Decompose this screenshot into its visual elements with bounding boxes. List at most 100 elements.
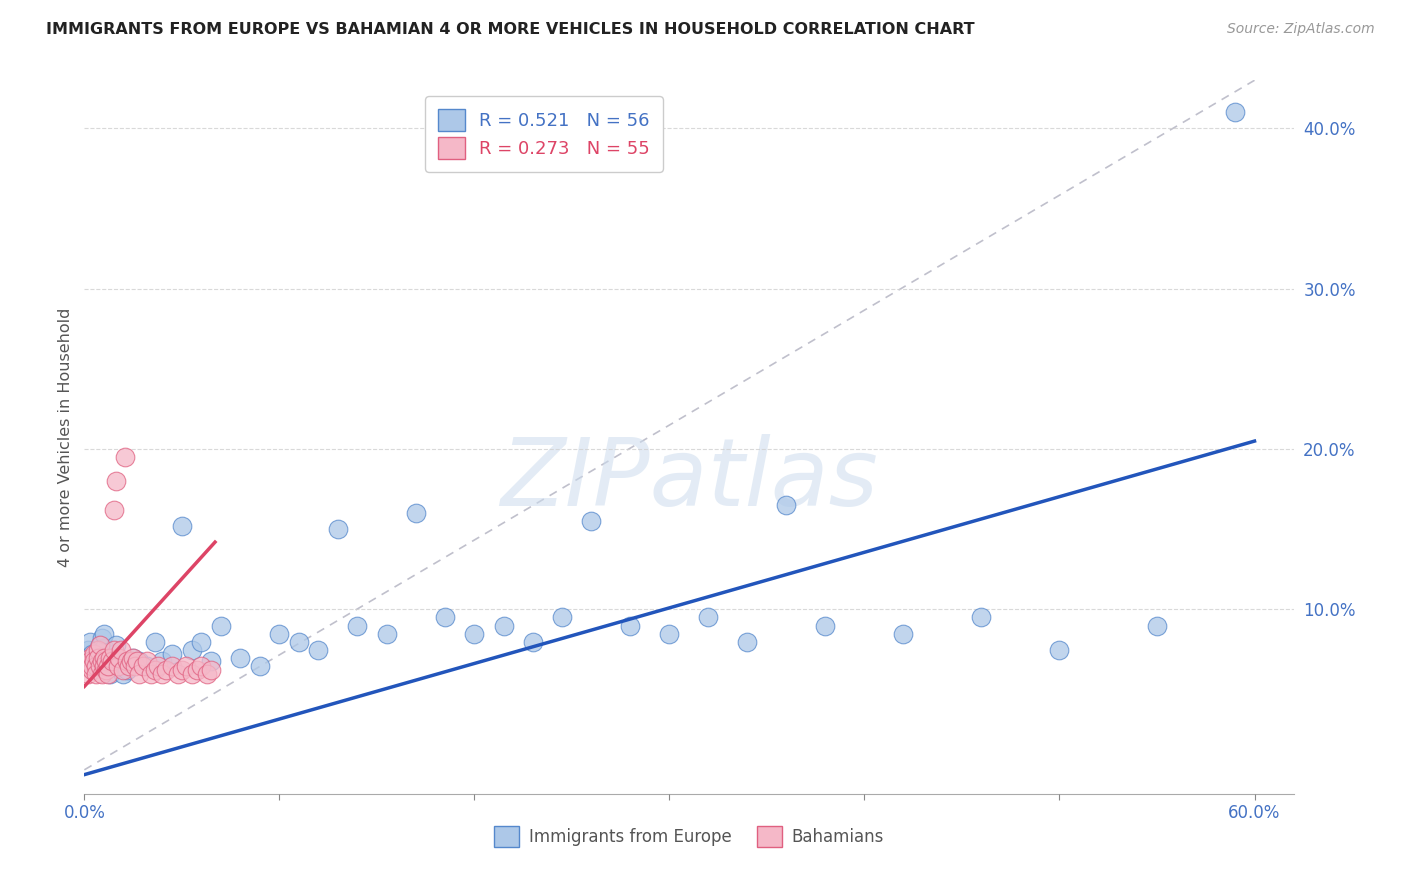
Point (93, 640, 115, 655)
Point (98, 650, 121, 665)
Point (89, 638, 111, 652)
Point (89, 658, 111, 673)
Point (90, 666, 112, 681)
Point (122, 650, 145, 665)
Point (120, 654, 142, 668)
Point (112, 666, 135, 681)
Point (98, 666, 121, 681)
Point (619, 618, 641, 632)
Point (658, 626, 681, 640)
Text: Source: ZipAtlas.com: Source: ZipAtlas.com (1227, 22, 1375, 37)
Point (697, 610, 720, 624)
Point (135, 658, 157, 673)
Point (117, 664, 139, 678)
Point (190, 658, 212, 673)
Point (83, 648, 105, 662)
Point (103, 503, 125, 517)
Point (775, 498, 797, 512)
Legend: Immigrants from Europe, Bahamians: Immigrants from Europe, Bahamians (488, 820, 890, 854)
Point (108, 658, 131, 673)
Point (117, 654, 139, 668)
Text: ZIPatlas: ZIPatlas (501, 434, 877, 525)
Point (84, 658, 107, 673)
Point (110, 642, 132, 657)
Point (1049, 642, 1071, 657)
Point (94, 664, 117, 678)
Point (143, 664, 166, 678)
Point (155, 664, 177, 678)
Point (97, 666, 120, 681)
Point (229, 650, 252, 665)
Point (124, 658, 146, 673)
Point (87, 642, 110, 657)
Point (180, 666, 202, 681)
Point (79, 634, 101, 648)
Point (180, 642, 202, 657)
Point (87, 650, 110, 665)
Point (128, 654, 150, 668)
Point (112, 664, 135, 678)
Point (103, 648, 125, 662)
Point (148, 658, 170, 673)
Point (160, 648, 183, 662)
Point (190, 634, 212, 648)
Point (200, 664, 222, 678)
Point (269, 626, 291, 640)
Point (150, 666, 173, 681)
Point (82, 658, 104, 673)
Point (83, 654, 105, 668)
Text: IMMIGRANTS FROM EUROPE VS BAHAMIAN 4 OR MORE VEHICLES IN HOUSEHOLD CORRELATION C: IMMIGRANTS FROM EUROPE VS BAHAMIAN 4 OR … (46, 22, 974, 37)
Point (79, 654, 101, 668)
Point (97, 658, 120, 673)
Point (79, 650, 101, 665)
Point (737, 634, 759, 648)
Point (375, 626, 398, 640)
Point (174, 658, 197, 673)
Point (103, 642, 125, 657)
Point (814, 618, 837, 632)
Point (326, 522, 349, 536)
Point (94, 654, 117, 668)
Point (82, 664, 104, 678)
Y-axis label: 4 or more Vehicles in Household: 4 or more Vehicles in Household (58, 308, 73, 566)
Point (100, 654, 122, 668)
Point (82, 648, 104, 662)
Point (551, 610, 574, 624)
Point (249, 658, 271, 673)
Point (492, 618, 515, 632)
Point (94, 650, 117, 665)
Point (463, 626, 485, 640)
Point (97, 658, 120, 673)
Point (307, 642, 329, 657)
Point (209, 618, 232, 632)
Point (135, 654, 157, 668)
Point (200, 654, 222, 668)
Point (346, 618, 368, 632)
Point (970, 610, 993, 624)
Point (83, 654, 105, 668)
Point (89, 638, 111, 652)
Point (170, 519, 193, 533)
Point (108, 650, 131, 665)
Point (160, 658, 183, 673)
Point (522, 634, 544, 648)
Point (1146, 618, 1168, 632)
Point (288, 634, 311, 648)
Point (100, 654, 122, 668)
Point (125, 654, 148, 668)
Point (107, 658, 129, 673)
Point (143, 634, 166, 648)
Point (90, 632, 112, 646)
Point (77, 666, 100, 681)
Point (139, 666, 162, 681)
Point (84, 666, 107, 681)
Point (104, 638, 127, 652)
Point (75, 658, 97, 673)
Point (93, 650, 115, 665)
Point (114, 450, 136, 464)
Point (84, 650, 107, 665)
Point (170, 664, 193, 678)
Point (77, 642, 100, 657)
Point (87, 658, 110, 673)
Point (118, 658, 141, 673)
